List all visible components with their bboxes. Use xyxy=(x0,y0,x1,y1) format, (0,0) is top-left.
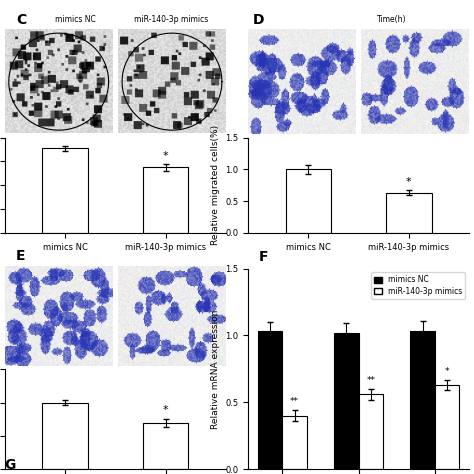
Text: miR-140-3p mimics: miR-140-3p mimics xyxy=(134,16,208,25)
Text: Time(h): Time(h) xyxy=(377,16,407,25)
Bar xyxy=(410,331,435,469)
Bar xyxy=(43,148,88,233)
Bar xyxy=(386,193,431,233)
Y-axis label: Relative migrated cells(%): Relative migrated cells(%) xyxy=(210,125,219,246)
Text: **: ** xyxy=(366,376,375,385)
Bar xyxy=(283,416,307,469)
Bar xyxy=(143,423,188,469)
Bar xyxy=(435,385,459,469)
Y-axis label: Relative mRNA expression: Relative mRNA expression xyxy=(210,309,219,428)
Text: E: E xyxy=(16,249,25,264)
Legend: mimics NC, miR-140-3p mimics: mimics NC, miR-140-3p mimics xyxy=(371,273,465,299)
Text: *: * xyxy=(445,366,449,375)
Bar xyxy=(359,394,383,469)
Text: *: * xyxy=(163,405,168,415)
Text: **: ** xyxy=(290,397,299,406)
Text: *: * xyxy=(406,177,412,187)
Bar xyxy=(286,169,331,233)
Bar xyxy=(43,403,88,469)
Bar xyxy=(258,331,283,469)
Text: F: F xyxy=(259,250,269,264)
Text: D: D xyxy=(253,13,264,27)
Bar xyxy=(334,333,359,469)
Bar xyxy=(143,167,188,233)
Text: G: G xyxy=(5,457,16,472)
Text: C: C xyxy=(16,13,26,27)
Text: *: * xyxy=(163,151,168,161)
Text: mimics NC: mimics NC xyxy=(55,16,96,25)
